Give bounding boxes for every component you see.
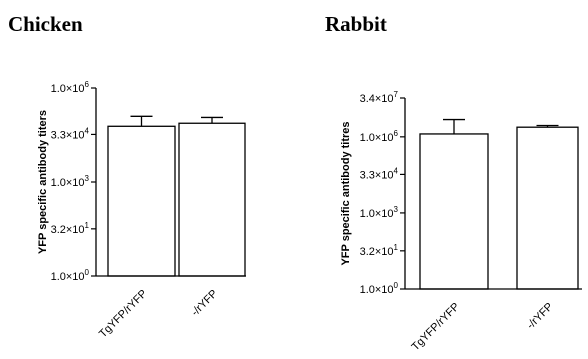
rabbit-bar-2 bbox=[516, 126, 579, 290]
chicken-chart-title: Chicken bbox=[8, 12, 83, 36]
rabbit-y-tick-label-2: 1.0×103 bbox=[360, 205, 399, 220]
chicken-bar-1 bbox=[107, 125, 176, 277]
chicken-category-label-1: TgYFP/rYFP bbox=[97, 288, 150, 341]
rabbit-y-tick-label-3: 3.3×104 bbox=[360, 166, 399, 181]
rabbit-chart-title: Rabbit bbox=[325, 12, 387, 36]
rabbit-y-axis-label: YFP specific antibody titres bbox=[340, 121, 352, 265]
chicken-y-tick-label-3: 3.3×104 bbox=[51, 126, 90, 141]
rabbit-panel: Rabbit YFP specific antibody titres TgYFP/… bbox=[325, 12, 582, 353]
chicken-y-axis-label: YFP specific antibody titers bbox=[37, 110, 49, 254]
rabbit-category-label-1: TgYFP/rYFP bbox=[410, 301, 463, 354]
rabbit-category-label-2: -/rYFP bbox=[525, 301, 556, 332]
rabbit-y-tick-label-0: 1.0×100 bbox=[360, 281, 399, 296]
chicken-panel: Chicken YFP specific antibody titers TgYFP… bbox=[8, 12, 246, 340]
rabbit-bar-1 bbox=[419, 133, 489, 290]
chicken-y-tick-label-2: 1.0×103 bbox=[51, 174, 90, 189]
chicken-bar-2 bbox=[178, 122, 246, 277]
chicken-y-tick-label-0: 1.0×100 bbox=[51, 268, 90, 283]
rabbit-y-tick-label-4: 1.0×106 bbox=[360, 129, 399, 144]
rabbit-y-tick-label-1: 3.2×101 bbox=[360, 243, 399, 258]
rabbit-y-tick-label-5: 3.4×107 bbox=[360, 90, 399, 105]
chicken-y-tick-label-4: 1.0×106 bbox=[51, 80, 90, 95]
chicken-y-tick-label-1: 3.2×101 bbox=[51, 221, 90, 236]
chicken-category-label-2: -/rYFP bbox=[189, 288, 220, 319]
